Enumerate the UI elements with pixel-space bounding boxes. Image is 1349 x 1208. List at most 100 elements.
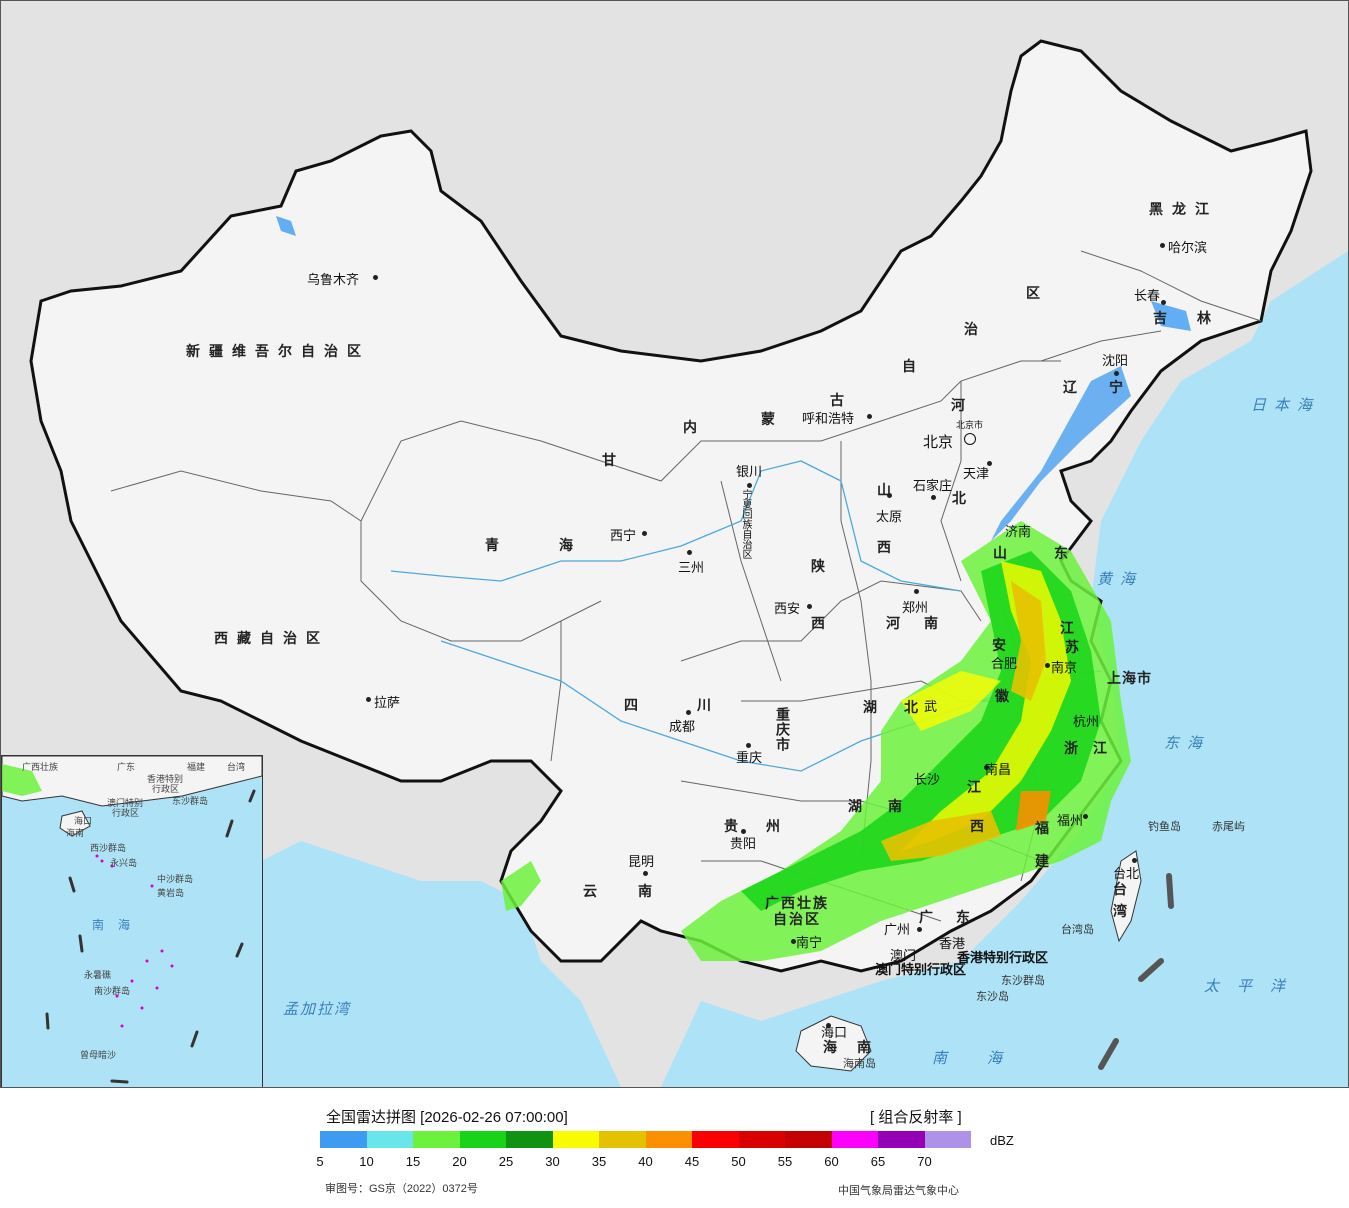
inset-label: 中沙群岛 [157,874,194,884]
province-qinghai-1: 青 [485,537,508,553]
province-shaanxi-2: 西 [811,615,834,631]
island-dongsha-islands: 东沙群岛 [1001,975,1045,987]
map-basemap [29,39,1348,1087]
city-dot [686,710,691,715]
city-kunming: 昆明 [628,854,655,869]
city-fuzhou: 福州 [1057,813,1084,828]
city-dot [917,927,922,932]
city-dot [643,871,648,876]
color-swatch-5 [552,1131,599,1148]
city-taiyuan: 太原 [876,509,903,524]
province-neimenggu-5: 治 [964,321,987,337]
sea-pacific: 太平洋 [1204,978,1304,995]
province-ningxia: 宁夏回族自治区 [740,489,751,559]
city-hangzhou: 杭州 [1073,714,1100,729]
city-xian: 西安 [774,601,801,616]
city-dot [1161,300,1166,305]
province-qinghai-2: 海 [559,537,582,553]
color-swatch-4 [506,1131,553,1148]
province-guangdong-1: 广 [919,909,942,925]
color-scale-tick: 5 [316,1154,324,1169]
inset-label: 广东 [117,762,136,772]
color-swatch-7 [645,1131,692,1148]
color-swatch-0 [320,1131,367,1148]
city-lanzhou: 三州 [678,560,705,575]
color-swatch-12 [878,1131,925,1148]
radar-echoes [276,216,1191,961]
city-yinchuan: 银川 [736,464,763,479]
radar-map[interactable]: 新疆维吾尔自治区 西藏自治区 青 海 甘 四 川 云 南 内 蒙 古 自 治 区… [0,0,1349,1088]
city-nanjing: 南京 [1051,660,1078,675]
province-jiangsu-2: 苏 [1065,639,1088,655]
island-diaoyu: 钓鱼岛 [1148,821,1181,833]
capital-marker-icon [964,433,976,445]
city-hohhot: 呼和浩特 [802,411,855,426]
data-source: 中国气象局雷达气象中心 [838,1185,959,1197]
inset-label: 福建 [187,762,206,772]
city-dot [987,461,992,466]
sea-east: 东海 [1164,735,1211,752]
province-hunan-1: 湖 [848,798,871,814]
inset-label: 香港特别 [147,774,184,784]
city-zhengzhou: 郑州 [902,600,929,615]
city-wuhan: 武 [924,699,938,714]
color-swatch-2 [413,1131,460,1148]
province-guangxi-1: 广西壮族 [765,895,829,911]
city-dot [931,495,936,500]
color-scale-tick: 30 [545,1154,560,1169]
color-scale-tick: 55 [777,1154,793,1169]
color-swatch-6 [599,1131,646,1148]
color-swatch-8 [692,1131,739,1148]
province-hebei-2: 北 [952,490,975,506]
city-dot [791,939,796,944]
province-hainan-2: 南 [857,1039,880,1055]
maritime-line [1098,873,1174,1070]
province-guangxi-2: 自治区 [773,911,821,927]
city-shijiazhuang: 石家庄 [913,478,953,493]
province-neimenggu-4: 自 [902,358,925,374]
province-shandong-1: 山 [993,545,1016,561]
city-chengdu: 成都 [669,719,696,734]
province-henan-2: 南 [924,615,947,631]
city-dot [984,765,989,770]
province-liaoning-2: 宁 [1109,379,1132,395]
province-chongqing: 重庆市 [775,707,791,752]
city-dot [366,697,371,702]
legend-panel: 全国雷达拼图 [2026-02-26 07:00:00] [ 组合反射率 ] 5… [0,1088,1349,1208]
island-chiwei: 赤尾屿 [1212,821,1245,833]
province-zhejiang-1: 浙 [1064,740,1087,756]
province-hubei-2: 北 [904,699,927,715]
inset-label: 黄岩岛 [157,888,185,898]
city-beijing: 北京 [923,434,954,451]
province-shanxi-2: 西 [877,539,900,555]
city-dot [1045,663,1050,668]
province-anhui-2: 徽 [995,688,1018,704]
inset-label: 台湾 [227,762,246,772]
city-dot [887,493,892,498]
color-swatch-13 [924,1131,971,1148]
color-scale [320,1131,971,1148]
province-guangdong-2: 东 [956,909,979,925]
color-scale-ticks: 5 10 15 20 25 30 35 40 45 50 55 60 65 70 [316,1154,980,1172]
inset-label: 南沙群岛 [94,986,131,996]
city-dot [746,743,751,748]
province-jilin-1: 吉 [1153,310,1176,326]
city-xining: 西宁 [610,528,637,543]
color-scale-tick: 35 [591,1154,607,1169]
province-shandong-2: 东 [1054,545,1077,561]
hainan-island [795,1015,872,1072]
inset-label: 海口 [74,816,93,826]
legend-unit: dBZ [990,1133,1014,1148]
province-guizhou-1: 贵 [724,818,747,834]
city-guiyang: 贵阳 [730,836,757,851]
city-dot [747,483,752,488]
inset-label: 行政区 [152,784,180,794]
province-neimenggu-6: 区 [1026,285,1049,301]
province-sichuan-2: 川 [697,697,720,713]
province-xizang: 西藏自治区 [214,630,329,646]
province-liaoning-1: 辽 [1063,379,1086,395]
city-dot [1114,371,1119,376]
inset-map [2,756,262,1084]
province-neimenggu-1: 内 [683,419,706,435]
province-yunnan-1: 云 [583,883,606,899]
